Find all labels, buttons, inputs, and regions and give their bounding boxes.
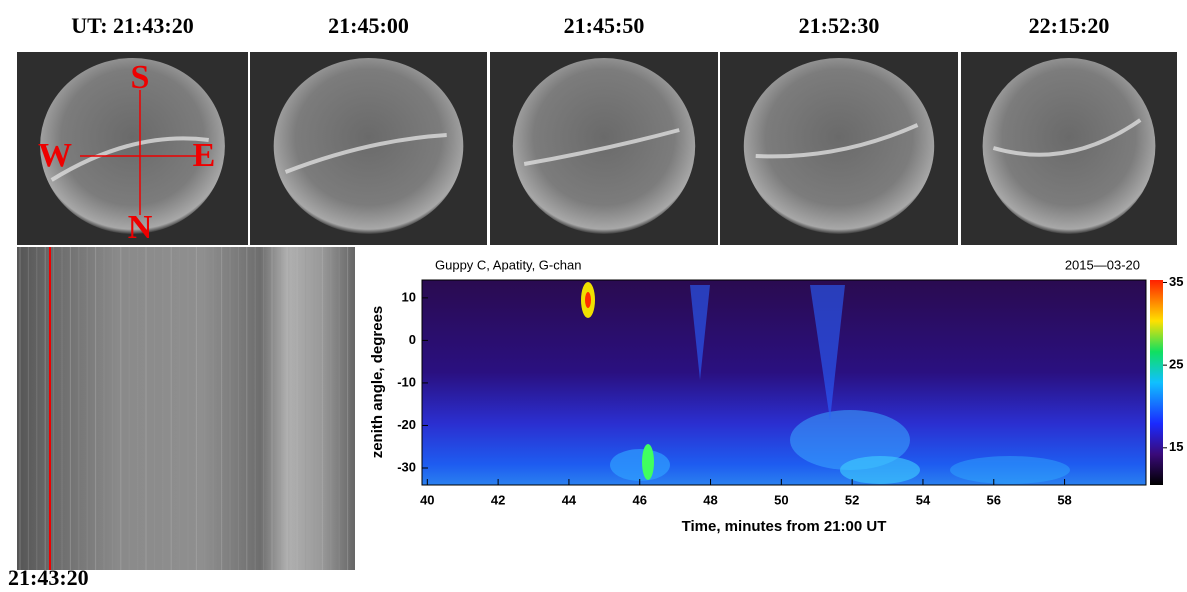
x-tick-label: 58 bbox=[1057, 492, 1071, 507]
sky-disk bbox=[512, 58, 696, 234]
heatmap-image bbox=[422, 280, 1146, 485]
compass-label: E bbox=[193, 137, 216, 174]
aurora-arc bbox=[50, 136, 209, 182]
frame-time: 21:45:00 bbox=[328, 13, 409, 38]
keogram bbox=[17, 247, 355, 570]
compass-label: S bbox=[131, 59, 150, 96]
sky-disk bbox=[982, 58, 1156, 234]
aurora-arc bbox=[523, 128, 680, 166]
frame-time: 21:52:30 bbox=[799, 13, 880, 38]
compass-label: W bbox=[38, 137, 72, 174]
x-tick-label: 40 bbox=[420, 492, 434, 507]
heatmap-features bbox=[581, 282, 1070, 484]
sky-disk bbox=[743, 58, 935, 234]
aurora-arc bbox=[992, 118, 1142, 157]
all-sky-frames: UT: 21:43:20 21:45:00 21:45:50 21:52:30 22:1… bbox=[17, 13, 1177, 245]
y-tick-label: -30 bbox=[397, 459, 416, 474]
aurora-arc bbox=[755, 123, 919, 159]
x-tick-label: 50 bbox=[774, 492, 788, 507]
y-axis-label: zenith angle, degrees bbox=[369, 306, 386, 459]
frame-time: 21:45:50 bbox=[564, 13, 645, 38]
y-tick-label: 10 bbox=[402, 289, 416, 304]
x-tick-label: 54 bbox=[916, 492, 931, 507]
heatmap-date: 2015—03-20 bbox=[1065, 257, 1140, 272]
colorbar-tick-label: 25 bbox=[1169, 357, 1183, 372]
colorbar bbox=[1150, 280, 1163, 485]
x-axis-label: Time, minutes from 21:00 UT bbox=[682, 518, 887, 535]
x-tick-label: 48 bbox=[703, 492, 717, 507]
heatmap-title: Guppy C, Apatity, G-chan bbox=[435, 257, 581, 272]
x-tick-label: 52 bbox=[845, 492, 859, 507]
y-tick-label: -10 bbox=[397, 374, 416, 389]
y-tick-label: -20 bbox=[397, 417, 416, 432]
x-tick-label: 46 bbox=[632, 492, 646, 507]
compass bbox=[80, 90, 200, 215]
heatmap-axes: 40 42 44 46 48 50 52 54 56 58 -30 -20 -10 0 10 15 25 35 bbox=[397, 274, 1183, 508]
y-tick-label: 0 bbox=[409, 332, 416, 347]
x-tick-label: 44 bbox=[562, 492, 577, 507]
colorbar-tick-label: 35 bbox=[1169, 274, 1183, 289]
x-tick-label: 42 bbox=[491, 492, 505, 507]
colorbar-tick-label: 15 bbox=[1169, 439, 1183, 454]
heatmap bbox=[421, 279, 1163, 486]
frame-time: 22:15:20 bbox=[1029, 13, 1110, 38]
keogram-time: 21:43:20 bbox=[8, 565, 89, 590]
x-tick-label: 56 bbox=[987, 492, 1001, 507]
compass-label: N bbox=[128, 209, 153, 246]
frame-time: UT: 21:43:20 bbox=[71, 13, 193, 38]
aurora-arc bbox=[284, 133, 447, 174]
keogram-image bbox=[17, 247, 355, 570]
